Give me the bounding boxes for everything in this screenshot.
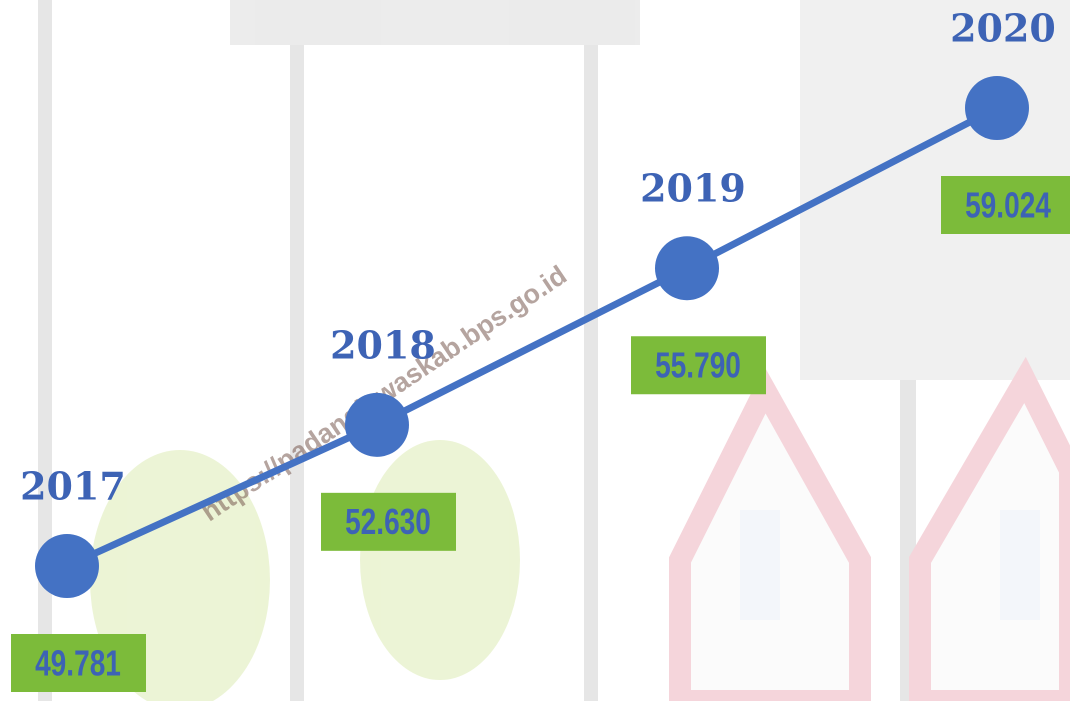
year-label: 2020 xyxy=(950,6,1056,51)
point xyxy=(965,76,1029,140)
point xyxy=(655,236,719,300)
point xyxy=(35,534,99,598)
value-label: 55.790 xyxy=(655,345,741,385)
year-label: 2018 xyxy=(330,322,436,367)
year-label: 2017 xyxy=(20,464,126,509)
value-label: 59.024 xyxy=(965,185,1051,225)
value-label: 49.781 xyxy=(35,643,121,683)
year-label: 2019 xyxy=(640,166,746,211)
point xyxy=(345,393,409,457)
chart: https://padanglawaskab.bps.go.id 201749.… xyxy=(0,0,1070,701)
value-label: 52.630 xyxy=(345,502,431,542)
background-illustration xyxy=(38,0,1070,701)
